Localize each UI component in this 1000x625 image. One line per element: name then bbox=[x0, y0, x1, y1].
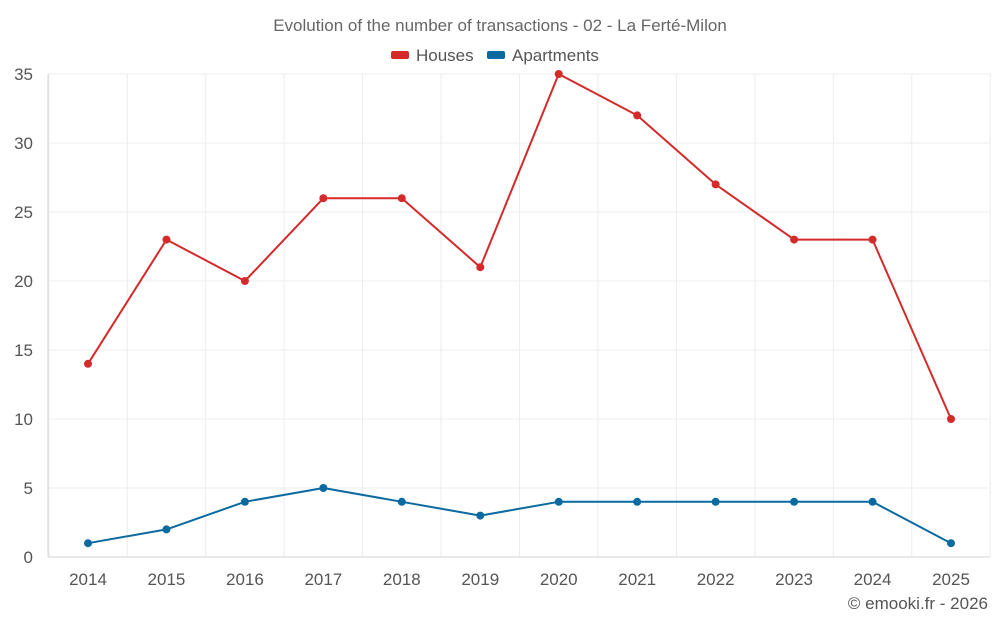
data-point-houses[interactable] bbox=[240, 277, 249, 285]
series bbox=[84, 70, 955, 548]
data-point-houses[interactable] bbox=[711, 180, 720, 189]
data-point-apartments[interactable] bbox=[868, 497, 877, 506]
data-point-apartments[interactable] bbox=[633, 497, 642, 506]
data-point-houses[interactable] bbox=[162, 235, 171, 244]
x-tick-label: 2015 bbox=[148, 570, 186, 589]
legend-item-houses[interactable]: Houses bbox=[391, 46, 474, 65]
grid bbox=[48, 73, 991, 557]
data-point-houses[interactable] bbox=[476, 263, 485, 272]
data-point-houses[interactable] bbox=[319, 194, 328, 203]
credit-text: © emooki.fr - 2026 bbox=[848, 594, 988, 613]
data-point-houses[interactable] bbox=[554, 70, 563, 78]
series-line-apartments bbox=[87, 487, 952, 545]
legend-swatch-houses bbox=[391, 51, 409, 59]
x-tick-label: 2024 bbox=[854, 570, 892, 589]
x-tick-label: 2022 bbox=[697, 570, 735, 589]
data-point-apartments[interactable] bbox=[397, 497, 406, 506]
y-tick-label: 30 bbox=[14, 134, 33, 153]
legend-item-apartments[interactable]: Apartments bbox=[487, 46, 599, 65]
x-tick-label: 2023 bbox=[775, 570, 813, 589]
data-point-apartments[interactable] bbox=[240, 497, 249, 506]
y-tick-label: 5 bbox=[24, 479, 33, 498]
legend-label-houses: Houses bbox=[416, 46, 474, 65]
data-point-apartments[interactable] bbox=[711, 497, 720, 506]
legend: Houses Apartments bbox=[391, 46, 599, 65]
x-tick-label: 2019 bbox=[461, 570, 499, 589]
y-tick-label: 0 bbox=[24, 548, 33, 567]
data-point-apartments[interactable] bbox=[84, 539, 92, 548]
series-line-houses bbox=[87, 73, 952, 420]
data-point-houses[interactable] bbox=[947, 415, 955, 423]
x-tick-label: 2020 bbox=[540, 570, 578, 589]
data-point-apartments[interactable] bbox=[790, 497, 799, 506]
y-tick-label: 20 bbox=[14, 272, 33, 291]
chart-title: Evolution of the number of transactions … bbox=[273, 16, 727, 35]
x-tick-label: 2018 bbox=[383, 570, 421, 589]
series-houses bbox=[84, 70, 955, 423]
y-tick-label: 10 bbox=[14, 410, 33, 429]
legend-label-apartments: Apartments bbox=[512, 46, 599, 65]
x-tick-label: 2017 bbox=[304, 570, 342, 589]
y-tick-label: 25 bbox=[14, 203, 33, 222]
data-point-houses[interactable] bbox=[868, 235, 877, 244]
x-tick-label: 2016 bbox=[226, 570, 264, 589]
x-tick-label: 2021 bbox=[618, 570, 656, 589]
y-tick-label: 15 bbox=[14, 341, 33, 360]
data-point-apartments[interactable] bbox=[476, 511, 485, 520]
data-point-houses[interactable] bbox=[84, 359, 92, 368]
y-tick-label: 35 bbox=[14, 65, 33, 84]
data-point-apartments[interactable] bbox=[162, 525, 171, 534]
x-tick-label: 2014 bbox=[69, 570, 107, 589]
data-point-apartments[interactable] bbox=[319, 484, 328, 492]
data-point-houses[interactable] bbox=[790, 235, 799, 244]
series-apartments bbox=[84, 484, 955, 548]
legend-swatch-apartments bbox=[487, 51, 505, 59]
x-tick-label: 2025 bbox=[932, 570, 970, 589]
data-point-apartments[interactable] bbox=[947, 539, 955, 548]
data-point-houses[interactable] bbox=[633, 111, 642, 120]
data-point-apartments[interactable] bbox=[554, 497, 563, 506]
data-point-houses[interactable] bbox=[397, 194, 406, 203]
